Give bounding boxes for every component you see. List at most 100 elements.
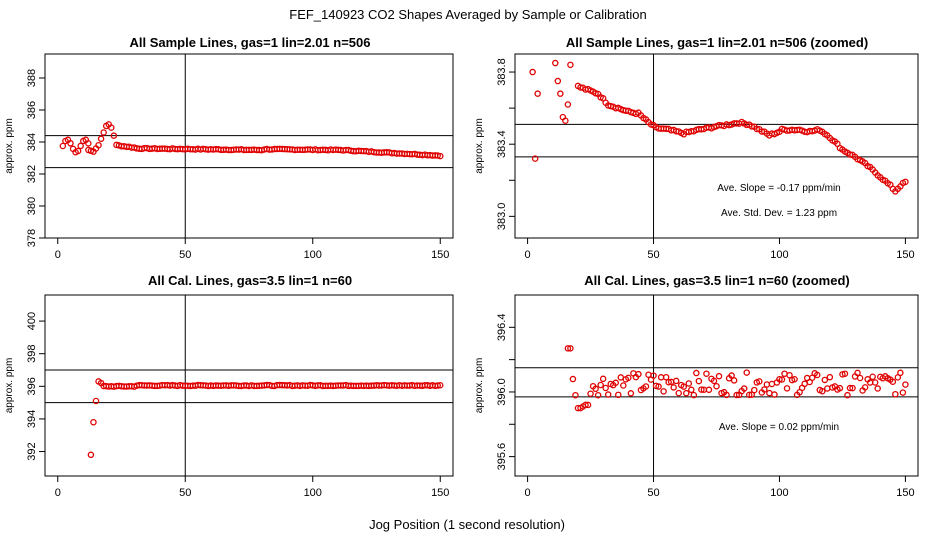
data-point bbox=[846, 151, 854, 158]
y-tick-label: 383.0 bbox=[496, 203, 508, 231]
data-point bbox=[854, 369, 861, 377]
data-series bbox=[564, 345, 909, 412]
data-point bbox=[74, 147, 82, 155]
x-tick-label: 100 bbox=[770, 487, 788, 499]
data-point bbox=[771, 391, 778, 398]
data-point bbox=[670, 384, 677, 391]
data-point bbox=[436, 152, 444, 160]
panel-sample-lines: All Sample Lines, gas=1 lin=2.01 n=506 0… bbox=[4, 35, 454, 261]
data-point bbox=[846, 384, 854, 392]
data-point bbox=[665, 378, 672, 386]
x-tick-label: 50 bbox=[647, 249, 659, 261]
data-point bbox=[892, 390, 899, 398]
data-point bbox=[856, 374, 864, 382]
data-series bbox=[529, 59, 909, 195]
data-point bbox=[620, 382, 627, 389]
data-point bbox=[899, 389, 907, 396]
figure-xlabel: Jog Position (1 second resolution) bbox=[369, 517, 565, 532]
panel-annotation: Ave. Std. Dev. = 1.23 ppm bbox=[721, 208, 837, 219]
data-point bbox=[615, 391, 622, 399]
data-point bbox=[849, 384, 856, 392]
data-point bbox=[572, 391, 579, 399]
data-point bbox=[814, 371, 821, 379]
data-point bbox=[59, 142, 67, 150]
y-tick-label: 400 bbox=[26, 312, 38, 330]
y-tick-label: 398 bbox=[26, 345, 38, 363]
data-point bbox=[751, 386, 758, 394]
data-point bbox=[436, 381, 444, 389]
x-tick-label: 0 bbox=[55, 249, 61, 261]
data-point bbox=[753, 125, 761, 133]
data-point bbox=[650, 372, 657, 379]
x-tick-label: 150 bbox=[431, 249, 449, 261]
plot-frame bbox=[514, 53, 919, 239]
y-tick-label: 394 bbox=[26, 410, 38, 428]
data-point bbox=[889, 378, 897, 385]
data-point bbox=[552, 59, 559, 67]
data-point bbox=[612, 379, 620, 387]
data-point bbox=[730, 377, 738, 384]
data-point bbox=[95, 141, 102, 149]
data-point bbox=[824, 385, 831, 392]
x-tick-label: 0 bbox=[525, 487, 531, 499]
x-tick-label: 100 bbox=[770, 249, 788, 261]
data-point bbox=[683, 389, 690, 397]
data-point bbox=[582, 401, 589, 409]
data-point bbox=[594, 391, 602, 399]
data-point bbox=[562, 117, 569, 124]
data-point bbox=[554, 77, 562, 85]
data-point bbox=[599, 375, 607, 383]
data-point bbox=[690, 391, 698, 399]
data-point bbox=[534, 90, 541, 97]
y-tick-label: 383.8 bbox=[496, 58, 508, 86]
data-point bbox=[567, 61, 574, 69]
data-point bbox=[67, 140, 74, 147]
data-point bbox=[688, 386, 695, 394]
data-point bbox=[569, 375, 577, 383]
data-point bbox=[625, 374, 632, 382]
data-point bbox=[642, 383, 650, 390]
data-point bbox=[821, 376, 829, 384]
x-tick-label: 50 bbox=[179, 487, 191, 499]
y-tick-label: 396.0 bbox=[496, 378, 508, 406]
data-point bbox=[685, 380, 693, 387]
data-point bbox=[869, 373, 876, 381]
data-point bbox=[776, 375, 783, 383]
data-point bbox=[715, 372, 723, 380]
data-point bbox=[592, 385, 599, 393]
data-point bbox=[77, 142, 84, 150]
data-point bbox=[871, 379, 879, 386]
data-point bbox=[763, 381, 771, 388]
y-tick-label: 396.4 bbox=[496, 314, 508, 342]
data-point bbox=[597, 381, 604, 389]
plot-frame bbox=[514, 294, 919, 477]
data-point bbox=[902, 381, 909, 388]
data-point bbox=[861, 384, 869, 391]
y-axis-label: approx. ppm bbox=[4, 358, 15, 414]
data-series bbox=[59, 121, 444, 160]
panel-cal-lines: All Cal. Lines, gas=3.5 lin=1 n=60 0 50 10… bbox=[4, 273, 454, 499]
data-point bbox=[635, 370, 642, 378]
x-tick-label: 50 bbox=[179, 249, 191, 261]
data-point bbox=[826, 373, 834, 381]
x-tick-label: 0 bbox=[55, 487, 61, 499]
panel-cal-lines-zoomed: All Cal. Lines, gas=3.5 lin=1 n=60 (zoom… bbox=[474, 273, 919, 499]
data-point bbox=[786, 371, 793, 379]
data-point bbox=[761, 386, 768, 393]
panel-title: All Cal. Lines, gas=3.5 lin=1 n=60 (zoom… bbox=[584, 273, 850, 288]
y-tick-label: 378 bbox=[26, 229, 38, 247]
data-point bbox=[557, 90, 564, 97]
y-axis-label: approx. ppm bbox=[4, 118, 15, 174]
data-point bbox=[434, 152, 441, 159]
data-point bbox=[627, 390, 635, 397]
data-point bbox=[698, 386, 705, 393]
data-point bbox=[740, 385, 748, 392]
data-point bbox=[90, 418, 97, 426]
x-tick-label: 50 bbox=[647, 487, 659, 499]
data-point bbox=[660, 388, 667, 395]
data-point bbox=[100, 129, 107, 136]
data-point bbox=[604, 391, 612, 398]
y-tick-label: 382 bbox=[26, 165, 38, 183]
data-point bbox=[778, 376, 786, 383]
